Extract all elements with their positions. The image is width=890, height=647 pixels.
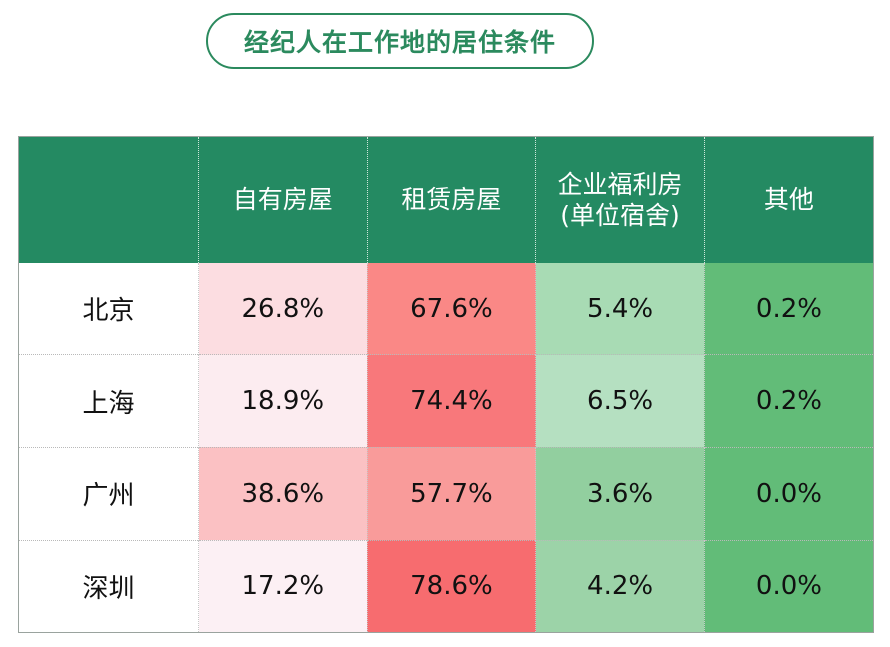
table-row: 上海 18.9% 74.4% 6.5% 0.2% xyxy=(19,354,873,448)
value-cell-rented-house: 78.6% xyxy=(366,539,536,632)
value-cell-company-housing: 6.5% xyxy=(535,354,705,448)
value-cell-rented-house: 57.7% xyxy=(366,446,536,541)
header-label: 企业福利房 xyxy=(557,169,683,199)
chart-title: 经纪人在工作地的居住条件 xyxy=(206,13,594,69)
header-row: 自有房屋 租赁房屋 企业福利房 (单位宿舍) 其他 xyxy=(19,137,873,263)
value-cell-company-housing: 4.2% xyxy=(535,539,705,632)
row-label-city: 上海 xyxy=(19,354,199,448)
row-label-city: 广州 xyxy=(19,446,199,541)
row-label-city: 深圳 xyxy=(19,539,199,632)
value-cell-other: 0.2% xyxy=(703,263,873,355)
header-sublabel: (单位宿舍) xyxy=(560,201,680,230)
row-label-city: 北京 xyxy=(19,263,199,355)
value-cell-rented-house: 67.6% xyxy=(366,263,536,355)
header-cell-blank xyxy=(19,137,199,263)
value-cell-other: 0.0% xyxy=(703,539,873,632)
value-cell-company-housing: 3.6% xyxy=(535,446,705,541)
header-cell-other: 其他 xyxy=(703,137,873,263)
header-cell-rented-house: 租赁房屋 xyxy=(366,137,536,263)
value-cell-own-house: 26.8% xyxy=(198,263,368,355)
value-cell-own-house: 17.2% xyxy=(198,539,368,632)
header-cell-company-housing: 企业福利房 (单位宿舍) xyxy=(535,137,705,263)
header-label: 其他 xyxy=(763,185,814,215)
header-label: 自有房屋 xyxy=(232,185,333,215)
value-cell-own-house: 38.6% xyxy=(198,446,368,541)
value-cell-other: 0.2% xyxy=(703,354,873,448)
value-cell-own-house: 18.9% xyxy=(198,354,368,448)
table-row: 深圳 17.2% 78.6% 4.2% 0.0% xyxy=(19,539,873,632)
value-cell-company-housing: 5.4% xyxy=(535,263,705,355)
header-cell-own-house: 自有房屋 xyxy=(198,137,368,263)
value-cell-other: 0.0% xyxy=(703,446,873,541)
table-row: 北京 26.8% 67.6% 5.4% 0.2% xyxy=(19,263,873,355)
header-label: 租赁房屋 xyxy=(401,185,502,215)
data-table: 自有房屋 租赁房屋 企业福利房 (单位宿舍) 其他 北京 26.8% 67.6% 5.… xyxy=(18,136,874,633)
table-row: 广州 38.6% 57.7% 3.6% 0.0% xyxy=(19,446,873,541)
value-cell-rented-house: 74.4% xyxy=(366,354,536,448)
